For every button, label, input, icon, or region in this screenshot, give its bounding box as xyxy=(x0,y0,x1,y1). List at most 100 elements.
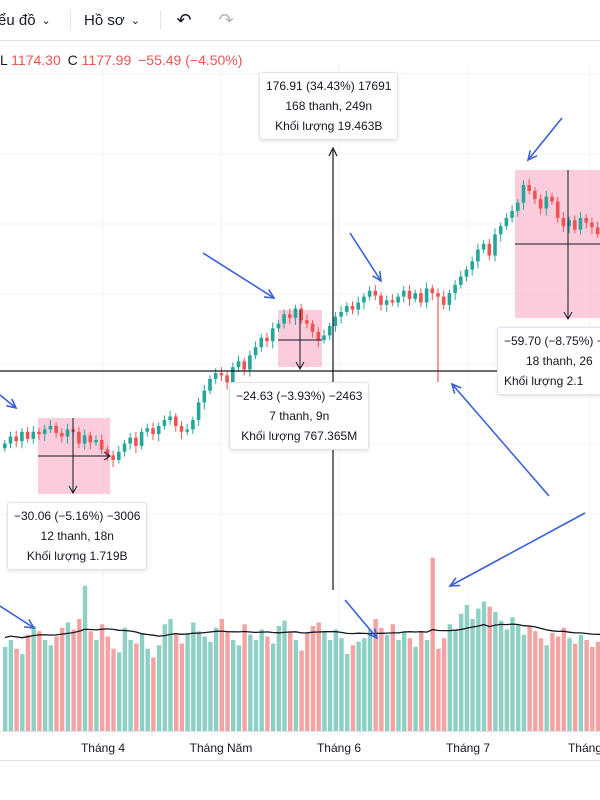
volume-bar xyxy=(156,645,162,731)
candle-body xyxy=(373,290,378,296)
volume-bar xyxy=(333,629,338,731)
candle-body xyxy=(533,190,537,200)
volume-bar xyxy=(367,629,373,731)
drawing-tools xyxy=(0,146,600,590)
arrow-line xyxy=(0,394,17,409)
candle-body xyxy=(367,290,372,297)
candle-body xyxy=(191,420,195,430)
candle-body xyxy=(122,443,127,452)
volume-bar xyxy=(350,645,356,731)
volume-bar xyxy=(470,619,475,731)
volume-bar xyxy=(25,634,31,731)
candle-body xyxy=(94,440,98,443)
volume-bar xyxy=(510,617,515,731)
arrow-line xyxy=(0,605,35,629)
price-chart[interactable] xyxy=(0,44,600,732)
time-axis: Tháng 4 Tháng Năm Tháng 6 Tháng 7 Tháng … xyxy=(0,731,600,760)
candle-body xyxy=(430,288,435,294)
candle-body xyxy=(213,373,218,379)
volume-bar xyxy=(573,643,578,731)
candle-body xyxy=(128,437,132,444)
volume-bar xyxy=(117,652,122,731)
profile-menu-button[interactable]: Hồ sơ ⌄ xyxy=(84,8,140,32)
volume-bar xyxy=(584,640,589,731)
ohlc-low-label: L xyxy=(0,52,8,68)
volume-bar xyxy=(481,601,487,731)
candle-body xyxy=(37,431,41,435)
arrowhead xyxy=(295,361,305,371)
volume-bar xyxy=(345,654,350,731)
volume-bar xyxy=(384,634,390,731)
volume-bar xyxy=(362,638,367,731)
volume-bar xyxy=(179,643,185,731)
arrow-line xyxy=(451,383,550,497)
chart-menu-button[interactable]: ểu đồ ⌄ xyxy=(0,8,51,32)
annotation-arrow xyxy=(349,232,382,283)
candle-body xyxy=(145,428,150,432)
volume-bar xyxy=(327,640,333,731)
x-tick-label: Tháng 7 xyxy=(445,741,491,755)
volume-bar xyxy=(151,657,156,731)
candle-body xyxy=(521,185,526,203)
volume-bar xyxy=(516,624,521,731)
toolbar-divider xyxy=(160,10,161,30)
candle-body xyxy=(219,373,224,376)
volume-bar xyxy=(128,640,133,731)
candle-body xyxy=(196,402,201,421)
volume-bar xyxy=(99,624,105,731)
candle-body xyxy=(139,431,144,446)
arrow-head xyxy=(367,628,379,640)
volume-bar xyxy=(3,647,8,731)
candle-body xyxy=(481,243,486,250)
volume-bar xyxy=(253,640,259,731)
volume-bar xyxy=(60,627,65,731)
candle-body xyxy=(242,361,246,370)
volume-bar xyxy=(270,643,276,731)
annotation-arrow xyxy=(0,394,18,410)
candle-body xyxy=(236,361,241,368)
volume-bar xyxy=(134,643,139,731)
arrow-head xyxy=(448,577,461,587)
volume-bar xyxy=(94,640,99,731)
candle-body xyxy=(510,210,514,218)
annotation-arrow xyxy=(202,252,276,299)
top-toolbar: ểu đồ ⌄ Hồ sơ ⌄ ↶ ↷ xyxy=(0,0,600,41)
annotation-arrow xyxy=(450,382,550,497)
candle-body xyxy=(464,269,469,277)
volume-bars xyxy=(3,557,600,731)
candle-body xyxy=(441,296,446,305)
measure-box-4: −59.70 (−8.75%) − 18 thanh, 26 Khối lượn… xyxy=(497,327,600,395)
volume-bar xyxy=(322,631,327,731)
candle-body xyxy=(470,261,474,270)
candle-body xyxy=(117,451,121,460)
candle-body xyxy=(14,436,18,442)
volume-bar xyxy=(8,640,14,731)
volume-bar xyxy=(493,612,498,731)
candle-body xyxy=(25,431,30,439)
volume-bar xyxy=(37,631,42,731)
candle-body xyxy=(202,390,207,403)
volume-bar xyxy=(379,627,384,731)
candle-body xyxy=(362,296,366,303)
arrow-head xyxy=(450,382,462,394)
volume-bar xyxy=(436,648,441,731)
candle-body xyxy=(156,425,161,435)
redo-icon[interactable]: ↷ xyxy=(218,9,234,30)
volume-bar xyxy=(407,638,413,731)
arrowhead xyxy=(563,311,573,321)
bottom-border xyxy=(0,760,600,761)
candle-body xyxy=(550,196,554,202)
candle-body xyxy=(134,437,138,446)
candle-body xyxy=(573,220,577,230)
volume-bar xyxy=(567,638,572,731)
candle-body xyxy=(54,425,58,433)
volume-bar xyxy=(196,631,202,731)
volume-bar xyxy=(145,648,150,731)
candle-body xyxy=(168,416,172,421)
ohlc-change: −55.49 (−4.50%) xyxy=(138,52,243,68)
volume-bar xyxy=(231,640,236,731)
volume-bar xyxy=(527,626,532,731)
volume-bar xyxy=(31,626,36,731)
undo-icon[interactable]: ↶ xyxy=(176,9,192,30)
volume-bar xyxy=(459,613,464,731)
